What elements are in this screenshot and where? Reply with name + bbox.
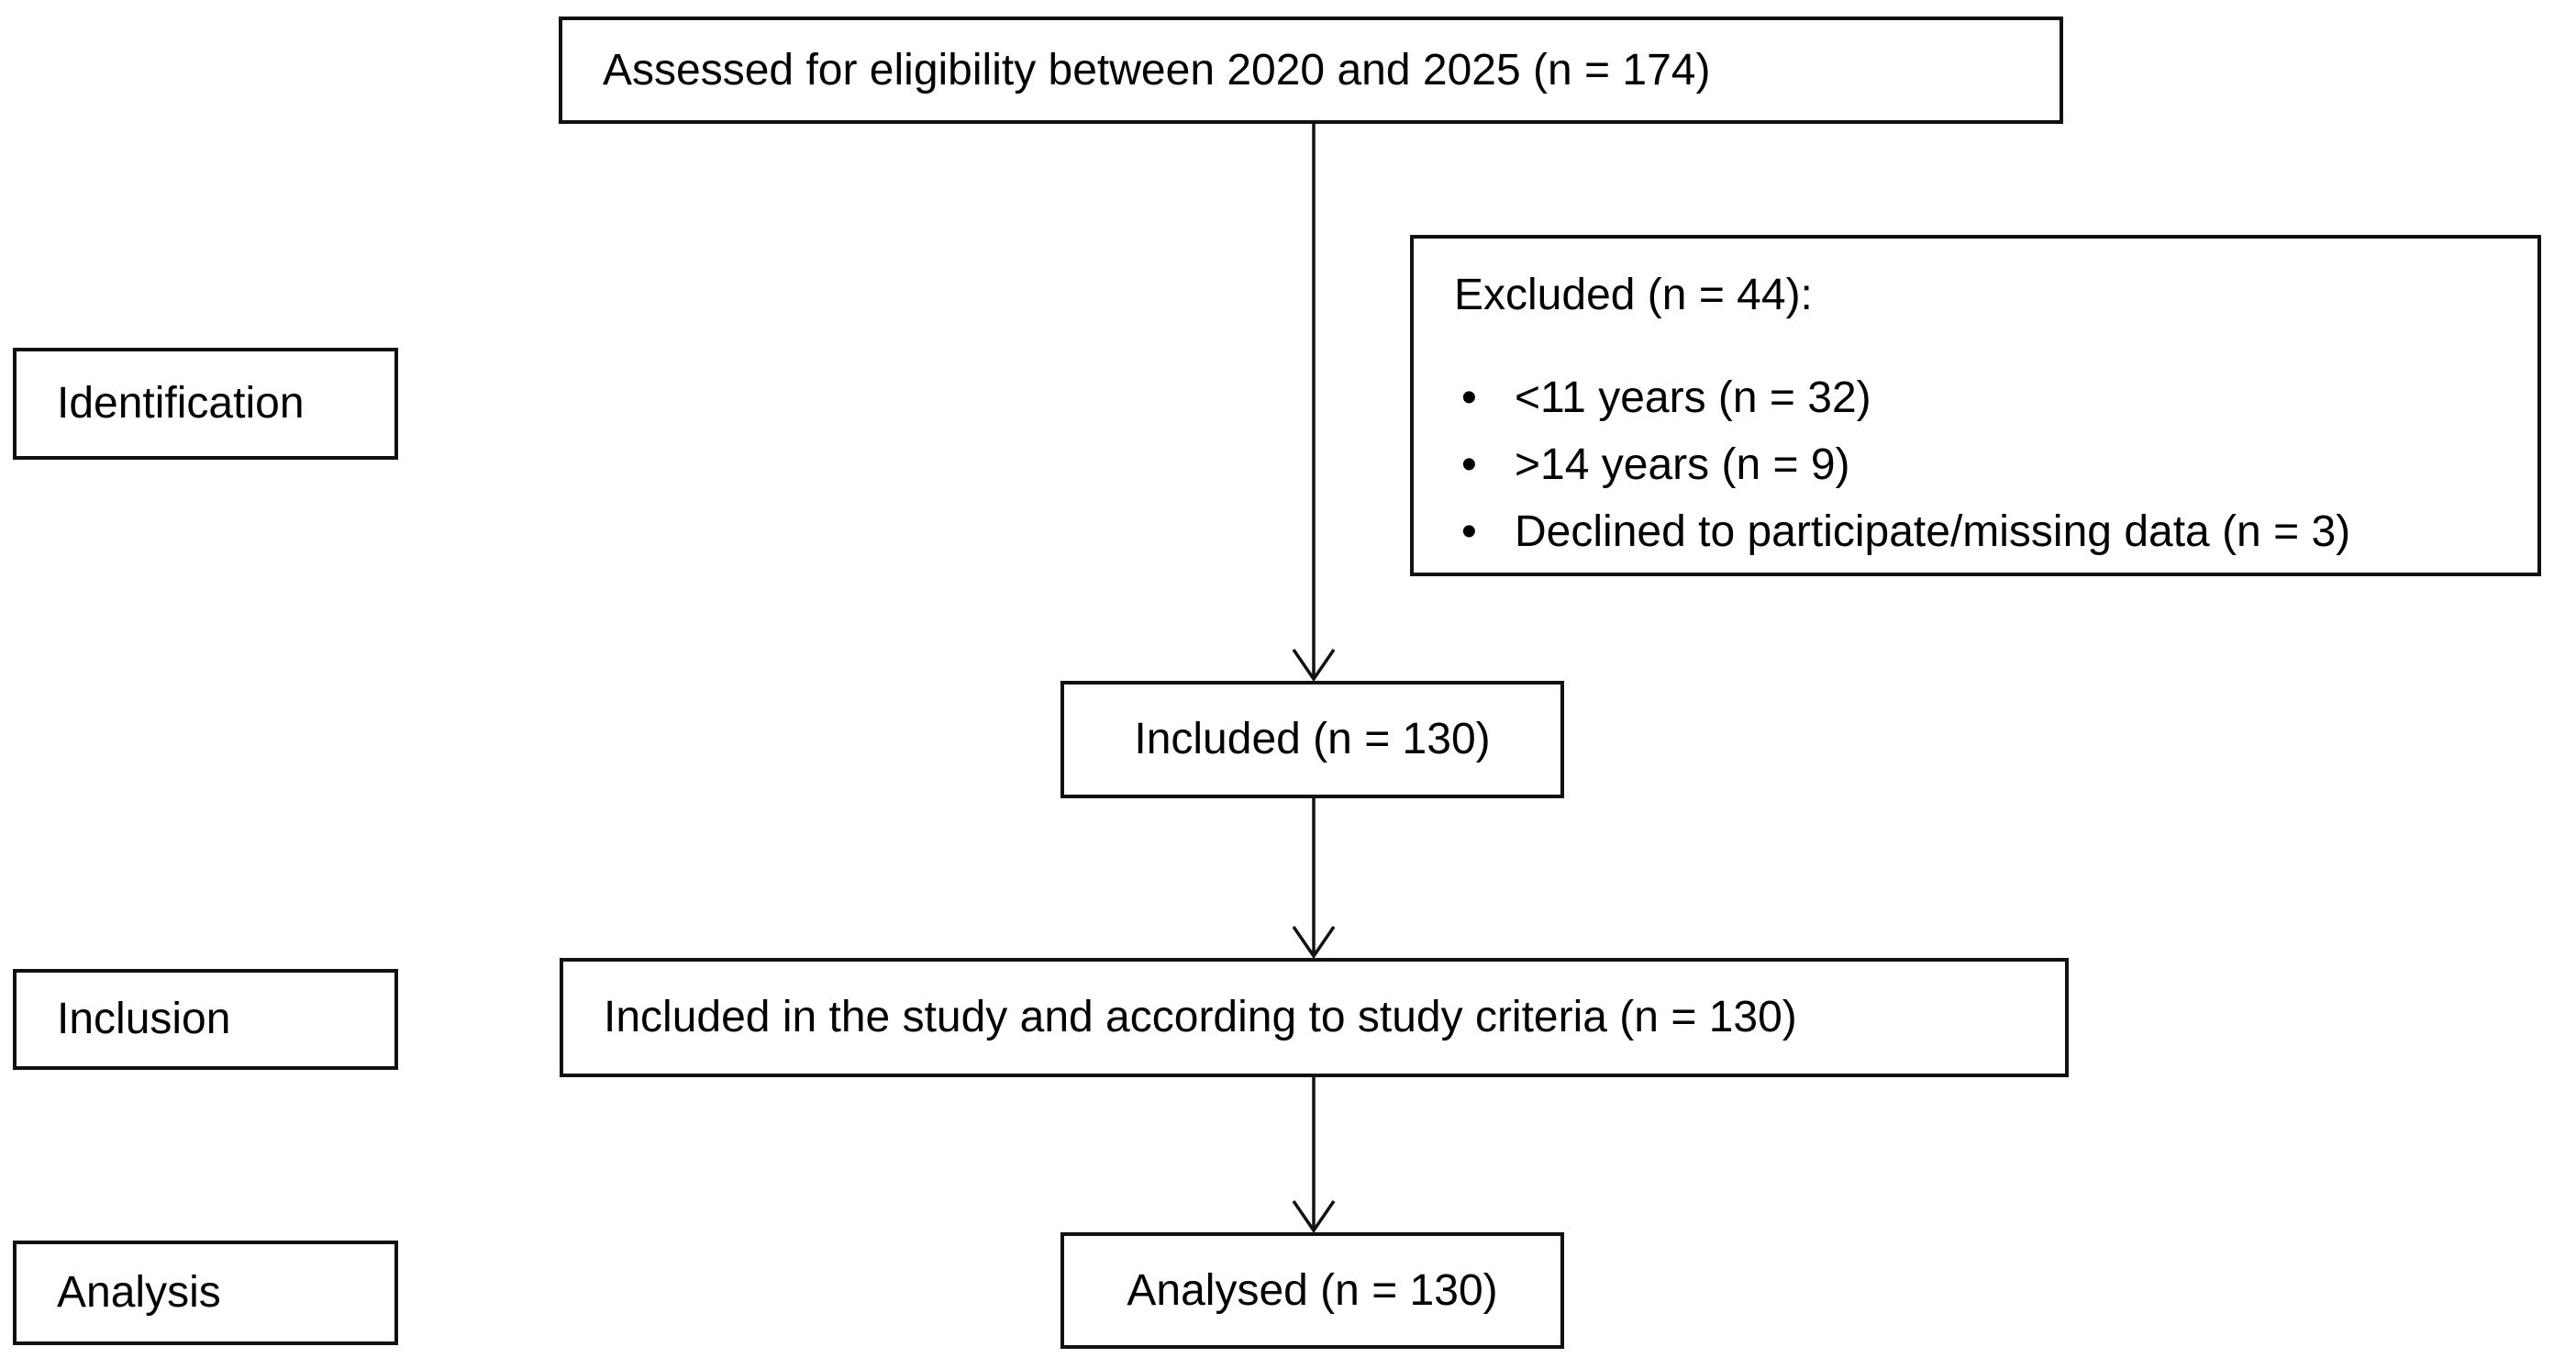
analysed-label: Analysed (n = 130) bbox=[1127, 1265, 1498, 1315]
excluded-list: <11 years (n = 32) >14 years (n = 9) Dec… bbox=[1454, 365, 2497, 566]
excluded-item: Declined to participate/missing data (n … bbox=[1454, 499, 2497, 566]
down-arrow-3 bbox=[1292, 1077, 1336, 1233]
down-arrow-1 bbox=[1292, 124, 1336, 682]
excluded-box: Excluded (n = 44): <11 years (n = 32) >1… bbox=[1410, 235, 2541, 576]
assessed-label: Assessed for eligibility between 2020 an… bbox=[603, 45, 1711, 95]
stage-label-analysis: Analysis bbox=[13, 1241, 398, 1345]
analysed-box: Analysed (n = 130) bbox=[1060, 1232, 1564, 1349]
stage-label-inclusion: Inclusion bbox=[13, 969, 398, 1070]
stage-label-inclusion-text: Inclusion bbox=[57, 995, 231, 1043]
stage-label-identification: Identification bbox=[13, 348, 398, 460]
included-box: Included (n = 130) bbox=[1060, 681, 1564, 798]
excluded-title: Excluded (n = 44): bbox=[1454, 271, 1813, 319]
stage-label-identification-text: Identification bbox=[57, 379, 305, 428]
included-label: Included (n = 130) bbox=[1134, 715, 1491, 763]
included-in-study-box: Included in the study and according to s… bbox=[560, 958, 2069, 1077]
excluded-item: <11 years (n = 32) bbox=[1454, 365, 2497, 432]
included-in-study-label: Included in the study and according to s… bbox=[604, 993, 1797, 1041]
stage-label-analysis-text: Analysis bbox=[57, 1268, 221, 1317]
down-arrow-2 bbox=[1292, 798, 1336, 959]
assessed-box: Assessed for eligibility between 2020 an… bbox=[559, 17, 2063, 124]
excluded-item: >14 years (n = 9) bbox=[1454, 432, 2497, 499]
